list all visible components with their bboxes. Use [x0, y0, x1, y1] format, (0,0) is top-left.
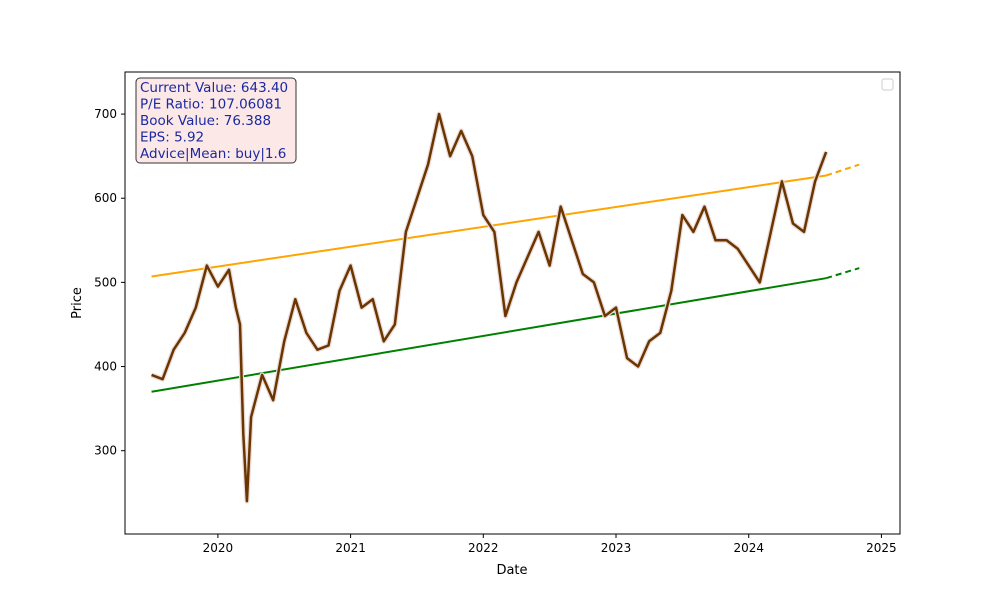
info-line: Book Value: 76.388 — [140, 113, 271, 129]
x-tick-label-2025: 2025 — [866, 541, 897, 555]
info-box — [135, 77, 297, 164]
info-line: P/E Ratio: 107.06081 — [140, 97, 282, 113]
info-line: EPS: 5.92 — [140, 130, 204, 146]
x-tick-label-2022: 2022 — [468, 541, 499, 555]
trend-forecast-2 — [825, 267, 860, 280]
x-tick-label-2020: 2020 — [203, 541, 234, 555]
y-tick-label-600: 600 — [94, 191, 117, 205]
y-tick-label-700: 700 — [94, 107, 117, 121]
y-tick-label-400: 400 — [94, 360, 117, 374]
info-line: Advice|Mean: buy|1.6 — [140, 146, 286, 162]
legend-box — [881, 78, 894, 91]
y-axis-label: Price — [70, 287, 85, 319]
price-line — [151, 112, 828, 503]
y-tick-label-300: 300 — [94, 444, 117, 458]
x-tick-label-2023: 2023 — [601, 541, 632, 555]
price-band — [150, 111, 829, 504]
x-tick-label-2024: 2024 — [733, 541, 764, 555]
x-tick-label-2021: 2021 — [335, 541, 366, 555]
y-tick-label-500: 500 — [94, 275, 117, 289]
trend-forecast-1 — [825, 163, 860, 177]
info-line: Current Value: 643.40 — [140, 80, 288, 96]
plot-area — [124, 71, 901, 535]
x-axis-label: Date — [496, 563, 527, 578]
trend-line-2 — [151, 277, 827, 393]
